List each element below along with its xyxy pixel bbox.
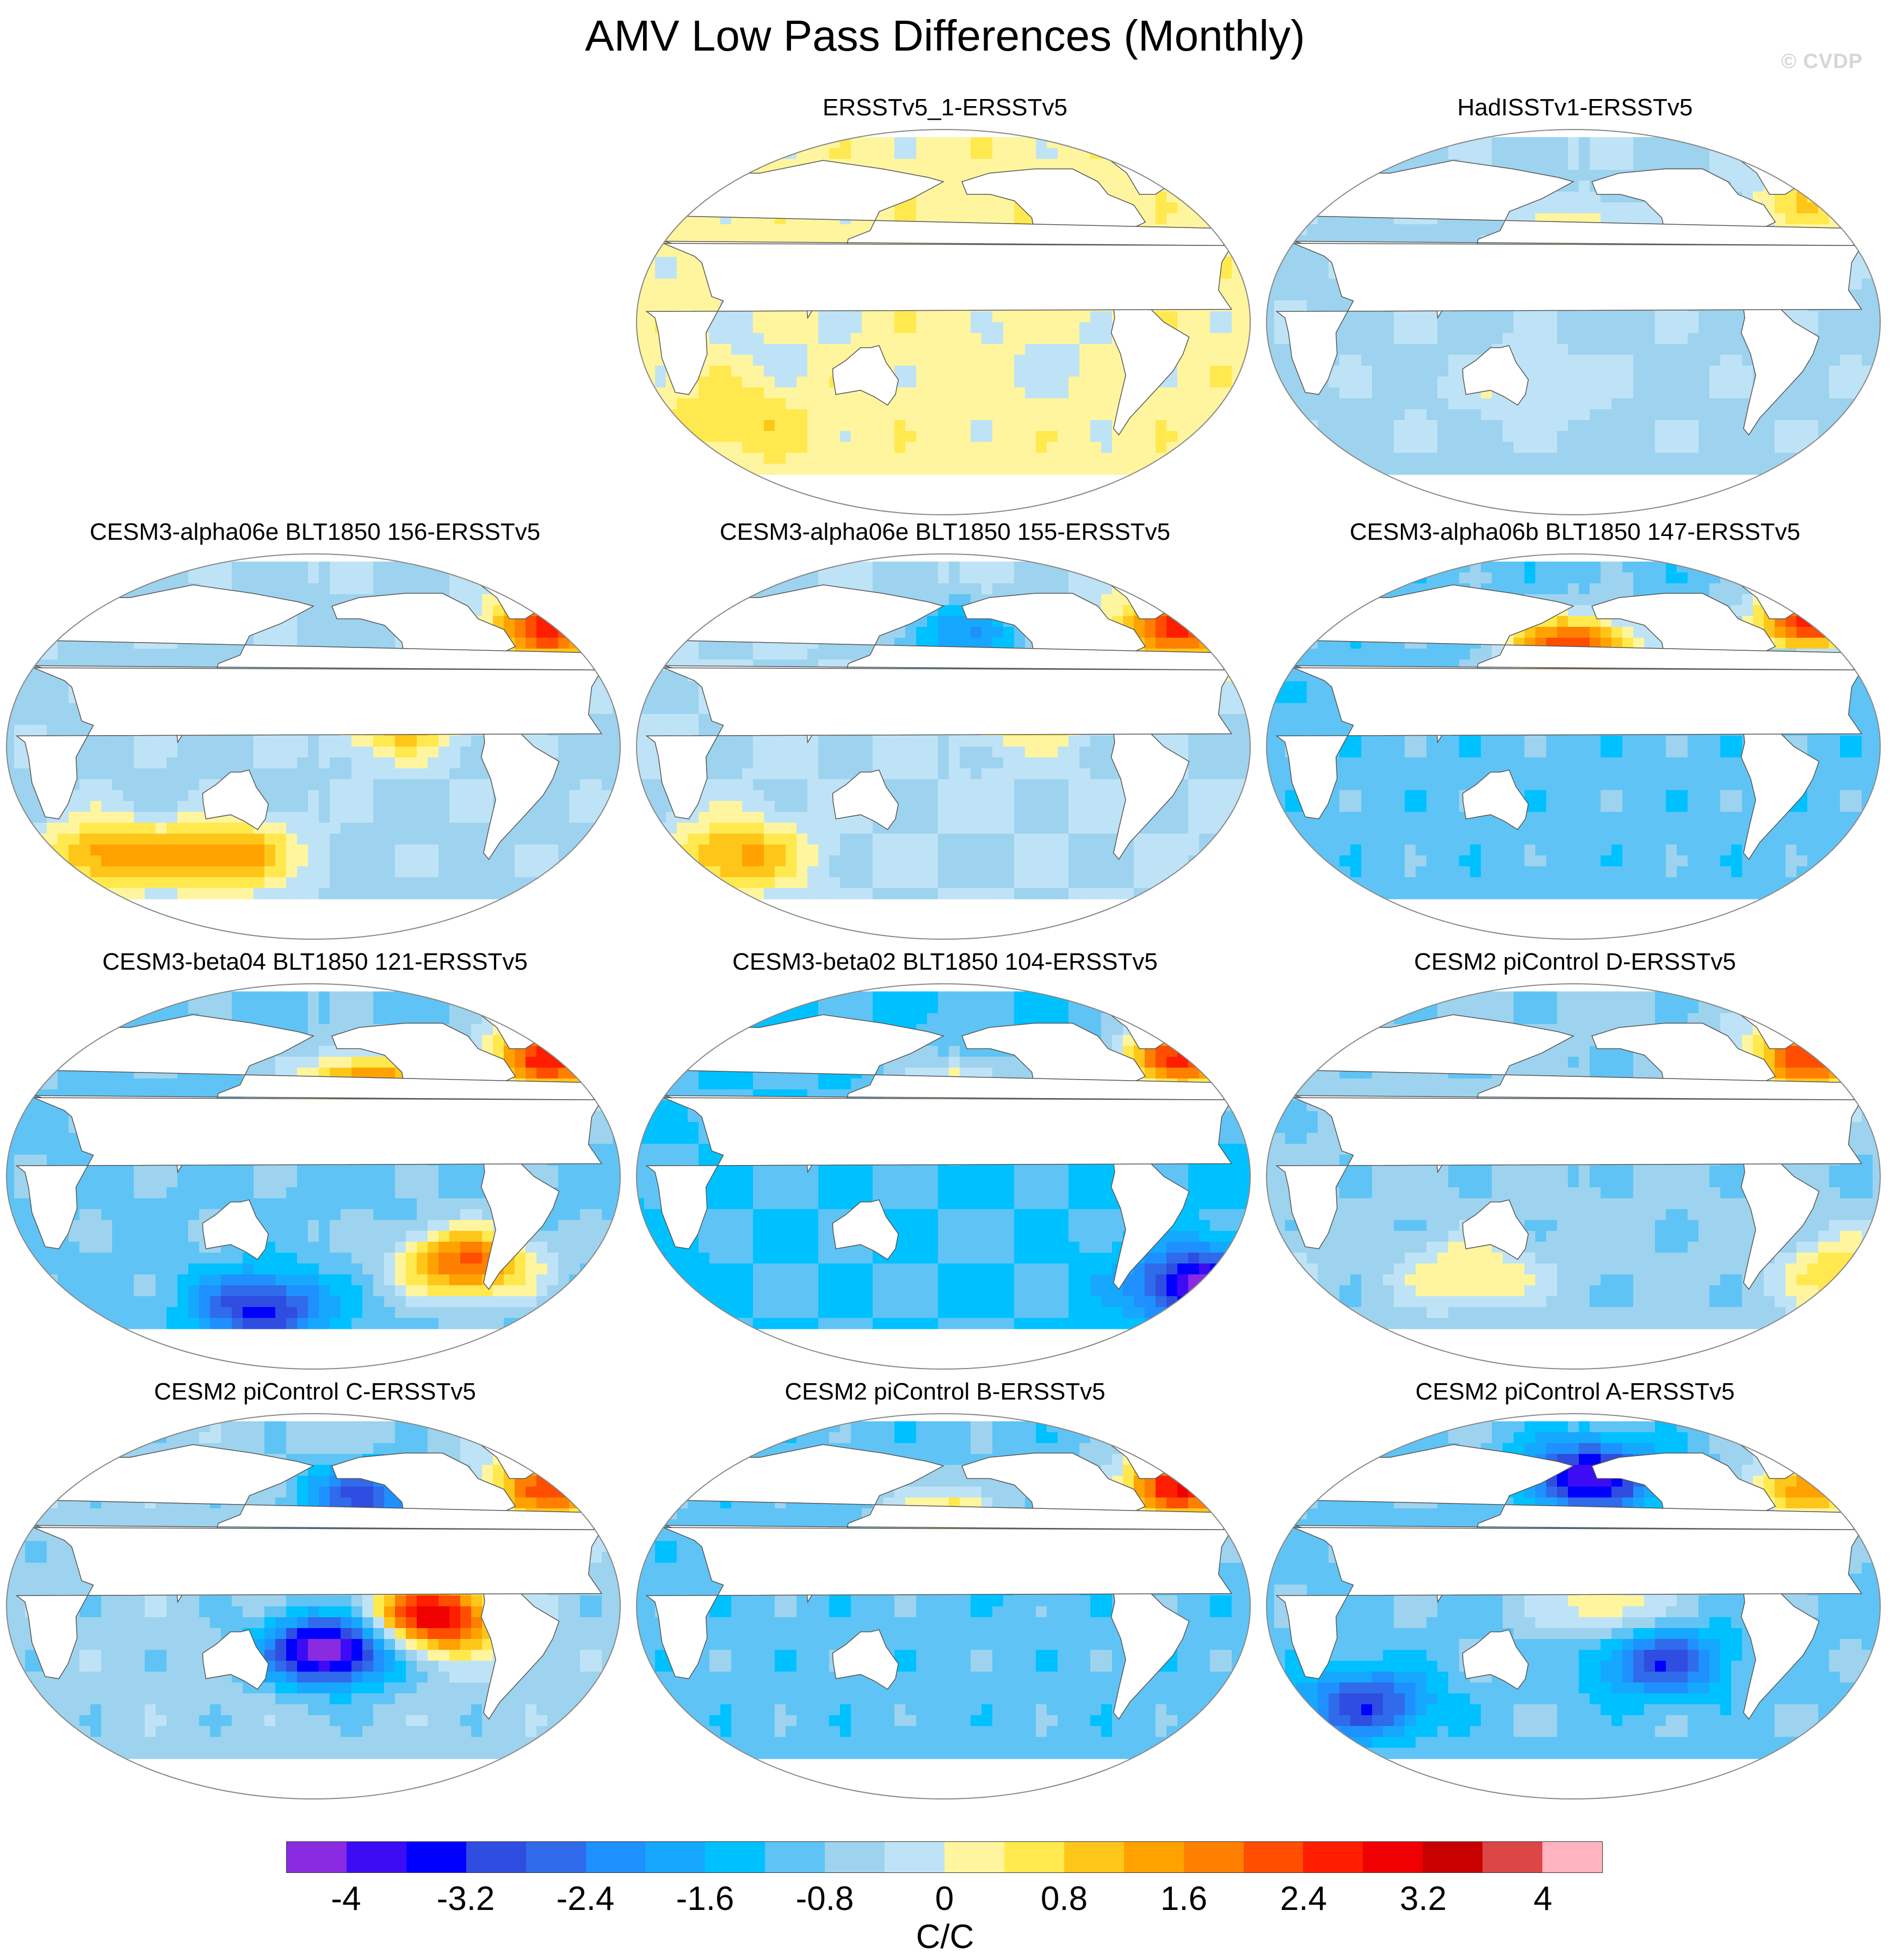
land-mask <box>645 571 1233 860</box>
map-border <box>1266 553 1881 940</box>
colorbar-swatch <box>1423 1842 1483 1872</box>
panel-title: CESM2 piControl D-ERSSTv5 <box>1414 948 1736 975</box>
map-border <box>1266 129 1881 515</box>
projected-world-map <box>1266 1413 1881 1799</box>
colorbar-swatch <box>1123 1842 1184 1872</box>
map-border <box>6 983 621 1370</box>
colorbar-tick-label: 3.2 <box>1399 1880 1447 1918</box>
colorbar-units-label: C/C <box>916 1918 974 1956</box>
panel-title: CESM3-alpha06b BLT1850 147-ERSSTv5 <box>1349 519 1801 545</box>
map-border <box>6 553 621 940</box>
panel-title: HadISSTv1-ERSSTv5 <box>1457 94 1693 121</box>
colorbar-swatch <box>1483 1842 1543 1872</box>
projected-world-map <box>6 983 621 1370</box>
map-panel: CESM3-beta02 BLT1850 104-ERSSTv5 <box>630 947 1260 1377</box>
map-panel: CESM2 piControl A-ERSSTv5 <box>1260 1377 1890 1807</box>
map-border <box>636 983 1251 1370</box>
land-mask <box>1275 147 1863 436</box>
panel-title: ERSSTv5_1-ERSSTv5 <box>823 94 1067 121</box>
map-panel: CESM3-alpha06b BLT1850 147-ERSSTv5 <box>1260 517 1890 947</box>
land-mask <box>15 571 603 860</box>
colorbar-swatch <box>645 1842 706 1872</box>
projected-world-map <box>6 553 621 940</box>
cvdp-watermark: © CVDP <box>1781 50 1863 73</box>
colorbar-swatch <box>765 1842 825 1872</box>
colorbar-swatch <box>346 1842 406 1872</box>
map-panel: ERSSTv5_1-ERSSTv5 <box>630 93 1260 522</box>
colorbar-swatch <box>1064 1842 1124 1872</box>
projected-world-map <box>1266 553 1881 940</box>
colorbar-tick-label: -1.6 <box>676 1880 734 1918</box>
colorbar-swatch <box>944 1842 1004 1872</box>
panel-title: CESM2 piControl B-ERSSTv5 <box>785 1378 1105 1405</box>
colorbar-tick-label: -2.4 <box>556 1880 615 1918</box>
colorbar-swatch <box>705 1842 765 1872</box>
panel-title: CESM3-beta02 BLT1850 104-ERSSTv5 <box>732 948 1158 975</box>
colorbar-tick-label: 0.8 <box>1040 1880 1088 1918</box>
colorbar-swatch <box>287 1842 347 1872</box>
projected-world-map <box>636 983 1251 1370</box>
map-border <box>636 1413 1251 1799</box>
panel-title: CESM3-alpha06e BLT1850 155-ERSSTv5 <box>719 519 1171 545</box>
projected-world-map <box>6 1413 621 1799</box>
map-panel: CESM3-beta04 BLT1850 121-ERSSTv5 <box>0 947 630 1377</box>
map-panel: CESM2 piControl D-ERSSTv5 <box>1260 947 1890 1377</box>
colorbar-swatch <box>406 1842 466 1872</box>
map-border <box>6 1413 621 1799</box>
colorbar <box>286 1841 1603 1873</box>
map-border <box>1266 1413 1881 1799</box>
colorbar-swatch <box>885 1842 944 1872</box>
colorbar-swatch <box>1363 1842 1423 1872</box>
projected-world-map <box>636 553 1251 940</box>
colorbar-tick-labels: -4 -3.2 -2.4 -1.6 -0.8 0 0.8 1.6 2.4 3.2 4 <box>286 1877 1603 1921</box>
land-mask <box>645 1431 1233 1720</box>
colorbar-tick-label: -3.2 <box>436 1880 495 1918</box>
colorbar-swatch <box>526 1842 586 1872</box>
colorbar-tick-label: -4 <box>331 1880 361 1918</box>
colorbar-tick-label: 1.6 <box>1160 1880 1208 1918</box>
land-mask <box>15 1431 603 1720</box>
map-border <box>1266 983 1881 1370</box>
colorbar-tick-label: 4 <box>1533 1880 1553 1918</box>
colorbar-swatch <box>825 1842 885 1872</box>
map-panel: CESM3-alpha06e BLT1850 155-ERSSTv5 <box>630 517 1260 947</box>
panel-title: CESM3-alpha06e BLT1850 156-ERSSTv5 <box>89 519 541 545</box>
colorbar-swatch <box>1183 1842 1244 1872</box>
panel-title: CESM3-beta04 BLT1850 121-ERSSTv5 <box>102 948 528 975</box>
map-panel: CESM2 piControl B-ERSSTv5 <box>630 1377 1260 1807</box>
colorbar-tick-label: 0 <box>935 1880 954 1918</box>
projected-world-map <box>1266 983 1881 1370</box>
map-border <box>636 129 1251 515</box>
map-panel: HadISSTv1-ERSSTv5 <box>1260 93 1890 522</box>
colorbar-tick-label: 2.4 <box>1280 1880 1327 1918</box>
figure-title: AMV Low Pass Differences (Monthly) <box>585 11 1305 60</box>
map-panel: CESM2 piControl C-ERSSTv5 <box>0 1377 630 1807</box>
panel-title: CESM2 piControl A-ERSSTv5 <box>1415 1378 1735 1405</box>
colorbar-swatch <box>1303 1842 1363 1872</box>
map-border <box>636 553 1251 940</box>
colorbar-swatch <box>466 1842 526 1872</box>
map-panel: CESM3-alpha06e BLT1850 156-ERSSTv5 <box>0 517 630 947</box>
projected-world-map <box>1266 129 1881 515</box>
colorbar-tick-label: -0.8 <box>795 1880 854 1918</box>
land-mask <box>1275 1431 1863 1720</box>
colorbar-swatch <box>1542 1842 1602 1872</box>
panel-title: CESM2 piControl C-ERSSTv5 <box>154 1378 476 1405</box>
colorbar-swatch <box>1243 1842 1304 1872</box>
projected-world-map <box>636 129 1251 515</box>
land-mask <box>15 1001 603 1290</box>
colorbar-swatch <box>585 1842 646 1872</box>
projected-world-map <box>636 1413 1251 1799</box>
colorbar-swatch <box>1004 1842 1064 1872</box>
